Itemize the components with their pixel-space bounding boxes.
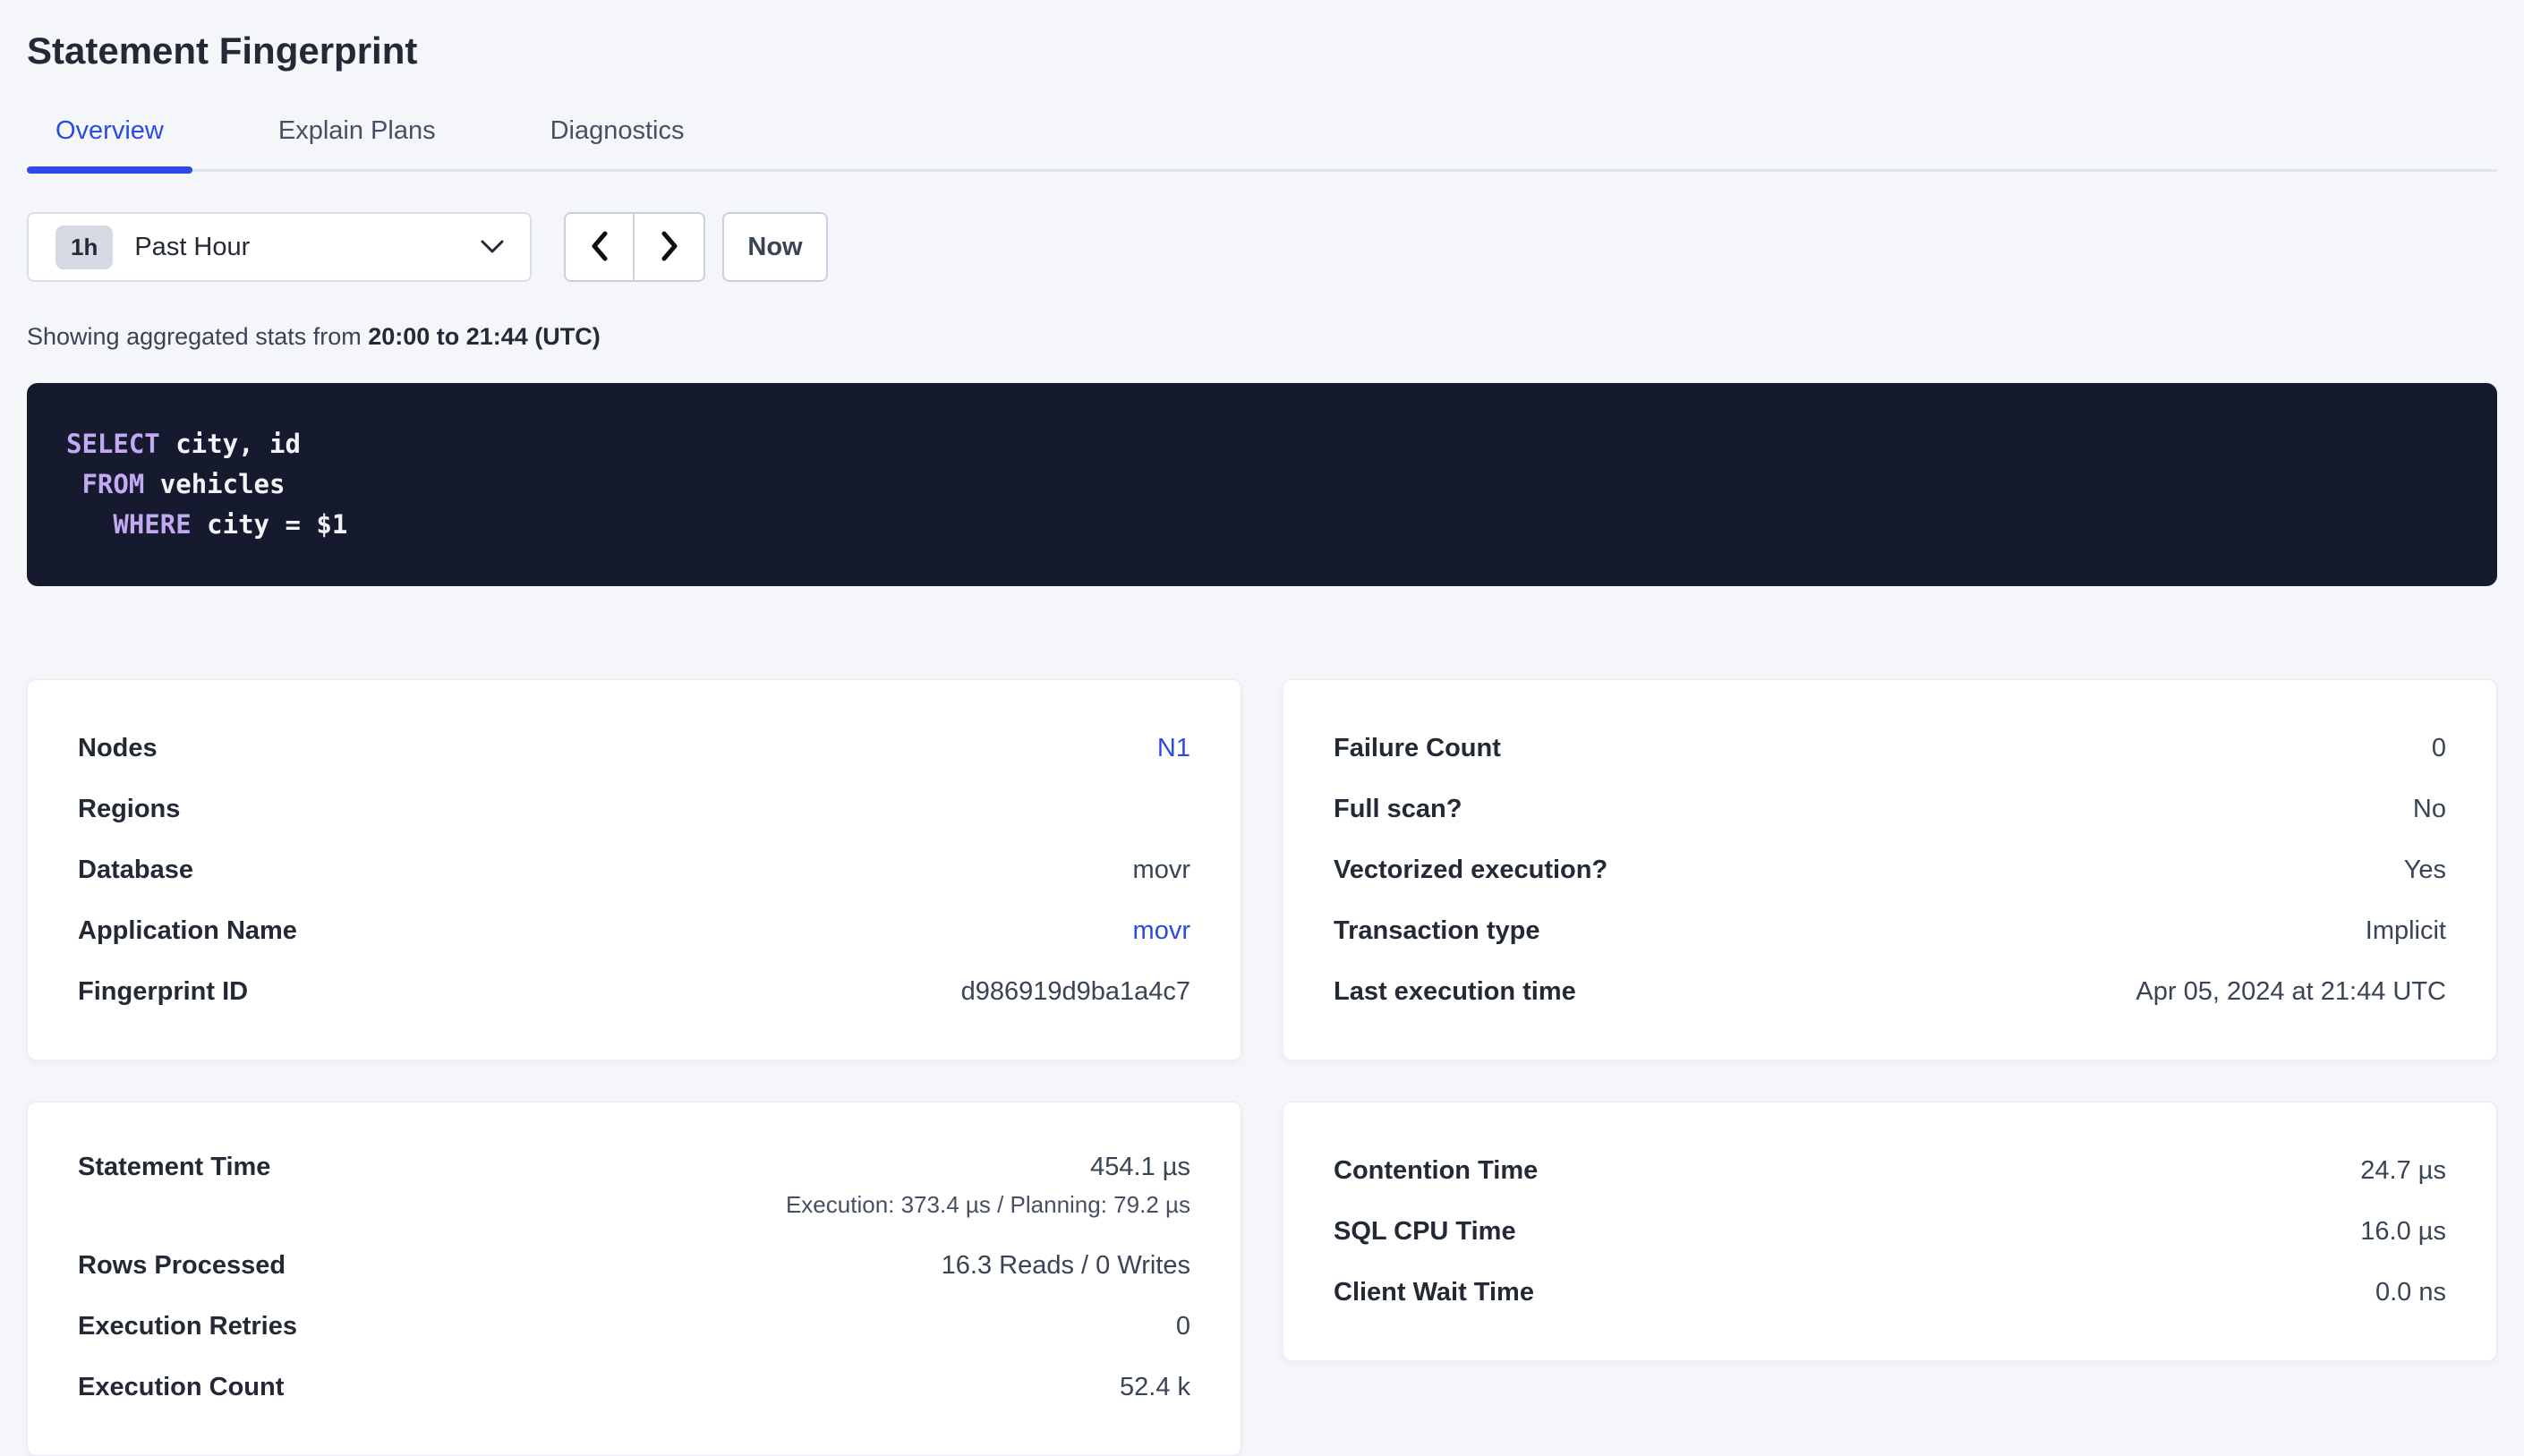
row-statement-time-label: Statement Time <box>78 1153 271 1182</box>
details-cards-row: Nodes N1 Regions Database movr Applicati… <box>27 679 2497 1061</box>
tab-explain-plans[interactable]: Explain Plans <box>277 116 436 146</box>
application-name-link[interactable]: movr <box>1132 915 1190 945</box>
row-application-name-label: Application Name <box>78 915 297 945</box>
row-execution-retries-value: 0 <box>1175 1311 1190 1341</box>
time-controls: 1h Past Hour Now <box>27 212 2497 283</box>
row-regions-label: Regions <box>78 794 181 823</box>
next-interval-button[interactable] <box>635 214 703 281</box>
statement-details-card: Nodes N1 Regions Database movr Applicati… <box>27 679 1241 1061</box>
time-range-label: Past Hour <box>134 232 251 261</box>
row-vectorized: Vectorized execution? Yes <box>1334 839 2446 900</box>
row-transaction-type-value: Implicit <box>2365 915 2446 945</box>
tab-diagnostics[interactable]: Diagnostics <box>550 116 685 146</box>
row-full-scan-value: No <box>2412 794 2446 823</box>
row-database: Database movr <box>78 839 1190 900</box>
sql-text: city, id <box>159 429 301 460</box>
row-last-execution-time-label: Last execution time <box>1334 976 1576 1006</box>
time-step-buttons <box>564 212 705 283</box>
row-full-scan: Full scan? No <box>1334 779 2446 839</box>
sql-keyword: FROM <box>66 469 145 500</box>
row-transaction-type-label: Transaction type <box>1334 915 1540 945</box>
row-execution-count: Execution Count 52.4 k <box>78 1357 1190 1418</box>
wait-time-stats-card: Contention Time 24.7 µs SQL CPU Time 16.… <box>1283 1102 2497 1362</box>
stats-line-range: 20:00 to 21:44 (UTC) <box>368 323 601 351</box>
row-full-scan-label: Full scan? <box>1334 794 1462 823</box>
row-contention-time-label: Contention Time <box>1334 1155 1539 1185</box>
row-sql-cpu-time-value: 16.0 µs <box>2360 1216 2446 1246</box>
sql-keyword: SELECT <box>66 429 160 460</box>
row-last-execution-time: Last execution time Apr 05, 2024 at 21:4… <box>1334 961 2446 1022</box>
row-application-name: Application Name movr <box>78 900 1190 961</box>
row-rows-processed: Rows Processed 16.3 Reads / 0 Writes <box>78 1235 1190 1296</box>
row-client-wait-time-value: 0.0 ns <box>2375 1277 2446 1307</box>
row-execution-count-value: 52.4 k <box>1120 1372 1190 1401</box>
previous-interval-button[interactable] <box>566 214 635 281</box>
sql-keyword: WHERE <box>66 509 192 541</box>
time-range-dropdown[interactable]: 1h Past Hour <box>27 212 532 283</box>
row-execution-count-label: Execution Count <box>78 1372 285 1401</box>
aggregated-stats-line: Showing aggregated stats from 20:00 to 2… <box>27 323 2497 351</box>
row-transaction-type: Transaction type Implicit <box>1334 900 2446 961</box>
now-button[interactable]: Now <box>722 212 828 283</box>
row-nodes-label: Nodes <box>78 733 158 762</box>
row-statement-time-values: 454.1 µs Execution: 373.4 µs / Planning:… <box>786 1153 1190 1219</box>
chevron-down-icon <box>480 239 505 255</box>
row-nodes: Nodes N1 <box>78 718 1190 779</box>
chevron-left-icon <box>591 231 609 264</box>
row-fingerprint-id-label: Fingerprint ID <box>78 976 249 1006</box>
row-fingerprint-id: Fingerprint ID d986919d9ba1a4c7 <box>78 961 1190 1022</box>
sql-statement-box: SELECT city, id FROM vehicles WHERE city… <box>27 383 2497 587</box>
chevron-right-icon <box>661 231 678 264</box>
row-statement-time: Statement Time 454.1 µs Execution: 373.4… <box>78 1140 1190 1235</box>
row-vectorized-label: Vectorized execution? <box>1334 855 1608 884</box>
row-contention-time-value: 24.7 µs <box>2360 1155 2446 1185</box>
row-statement-time-breakdown: Execution: 373.4 µs / Planning: 79.2 µs <box>785 1191 1190 1219</box>
nodes-link[interactable]: N1 <box>1156 733 1190 762</box>
row-vectorized-value: Yes <box>2403 855 2446 884</box>
row-execution-retries: Execution Retries 0 <box>78 1296 1190 1357</box>
row-sql-cpu-time-label: SQL CPU Time <box>1334 1216 1516 1246</box>
stats-cards-row: Statement Time 454.1 µs Execution: 373.4… <box>27 1102 2497 1456</box>
row-failure-count: Failure Count 0 <box>1334 718 2446 779</box>
row-last-execution-time-value: Apr 05, 2024 at 21:44 UTC <box>2136 976 2446 1006</box>
row-failure-count-value: 0 <box>2431 733 2446 762</box>
row-statement-time-value: 454.1 µs <box>1090 1153 1190 1182</box>
statement-stats-card: Statement Time 454.1 µs Execution: 373.4… <box>27 1102 1241 1456</box>
row-fingerprint-id-value: d986919d9ba1a4c7 <box>960 976 1190 1006</box>
row-regions: Regions <box>78 779 1190 839</box>
sql-text: city = $1 <box>191 509 348 541</box>
row-client-wait-time-label: Client Wait Time <box>1334 1277 1534 1307</box>
page-title: Statement Fingerprint <box>27 30 418 72</box>
row-rows-processed-value: 16.3 Reads / 0 Writes <box>941 1250 1190 1280</box>
row-database-value: movr <box>1132 855 1190 884</box>
row-rows-processed-label: Rows Processed <box>78 1250 286 1280</box>
stats-line-prefix: Showing aggregated stats from <box>27 323 369 351</box>
tab-overview[interactable]: Overview <box>27 116 192 175</box>
row-contention-time: Contention Time 24.7 µs <box>1334 1140 2446 1201</box>
row-execution-retries-label: Execution Retries <box>78 1311 297 1341</box>
row-database-label: Database <box>78 855 193 884</box>
sql-text: vehicles <box>144 469 286 500</box>
interval-badge: 1h <box>55 225 114 269</box>
execution-attributes-card: Failure Count 0 Full scan? No Vectorized… <box>1283 679 2497 1061</box>
row-failure-count-label: Failure Count <box>1334 733 1501 762</box>
row-sql-cpu-time: SQL CPU Time 16.0 µs <box>1334 1201 2446 1262</box>
tab-bar: Overview Explain Plans Diagnostics <box>27 116 2497 175</box>
row-client-wait-time: Client Wait Time 0.0 ns <box>1334 1262 2446 1323</box>
